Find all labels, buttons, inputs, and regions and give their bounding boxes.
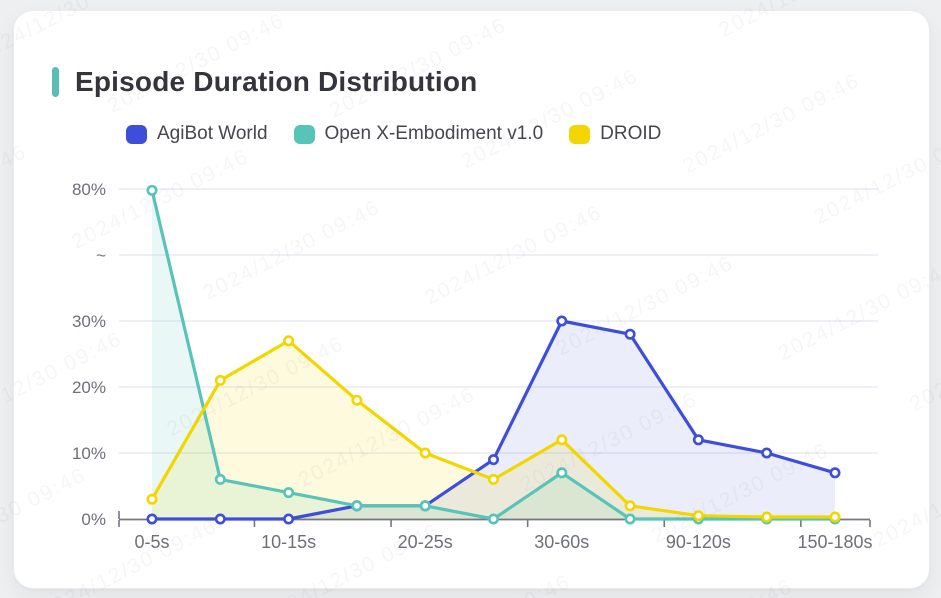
legend-item-droid[interactable]: DROID [569,123,661,145]
legend-item-agibot-world[interactable]: AgiBot World [126,123,268,145]
legend-label: Open X-Embodiment v1.0 [324,123,544,144]
legend-swatch [293,124,315,144]
title-accent-bar [52,67,59,97]
legend-item-open-x-embodiment-v1-0[interactable]: Open X-Embodiment v1.0 [293,123,544,145]
title-row: Episode Duration Distribution [52,66,477,98]
chart-card: Episode Duration Distribution AgiBot Wor… [13,10,930,589]
chart-title: Episode Duration Distribution [75,66,478,97]
legend-swatch [126,124,147,144]
legend-label: AgiBot World [157,123,268,144]
legend: AgiBot World Open X-Embodiment v1.0 DROID [126,123,661,145]
legend-label: DROID [600,123,662,144]
legend-swatch [569,124,591,144]
